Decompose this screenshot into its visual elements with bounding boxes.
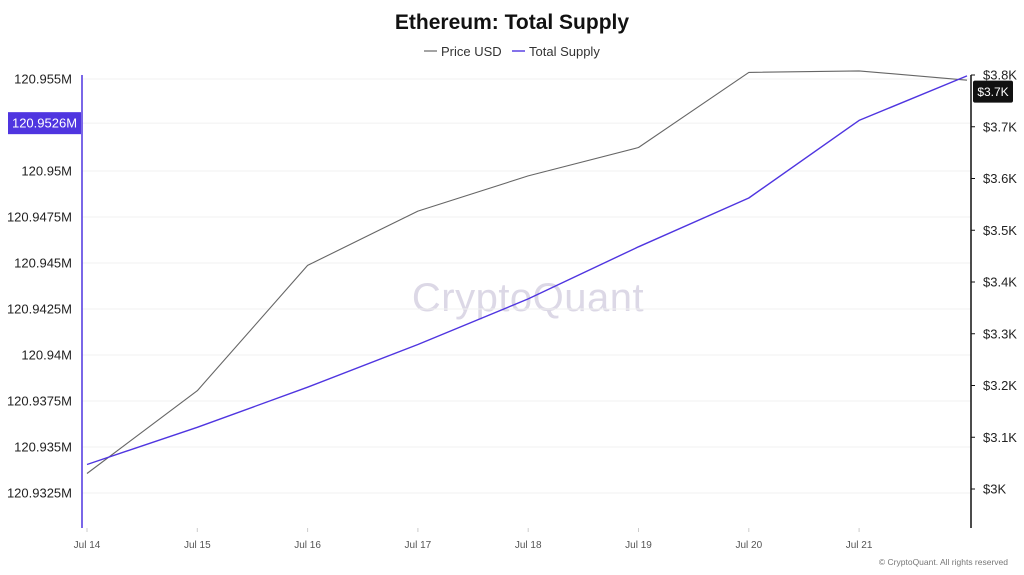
legend-label-price: Price USD <box>441 44 502 59</box>
left-tick-label: 120.935M <box>14 440 72 455</box>
value-badges: 120.9526M $3.7K <box>8 80 1013 135</box>
total-supply-line <box>86 75 968 466</box>
left-tick-label: 120.9475M <box>7 210 72 225</box>
right-tick-label: $3.3K <box>983 326 1017 341</box>
gridlines <box>82 78 971 494</box>
x-tick-label: Jul 17 <box>405 540 432 551</box>
right-tick-label: $3K <box>983 482 1006 497</box>
right-tick-label: $3.2K <box>983 378 1017 393</box>
right-tick-label: $3.6K <box>983 171 1017 186</box>
left-tick-label: 120.9375M <box>7 394 72 409</box>
right-tick-label: $3.8K <box>983 68 1017 83</box>
copyright-text: © CryptoQuant. All rights reserved <box>879 557 1008 567</box>
right-tick-label: $3.7K <box>983 119 1017 134</box>
x-tick-label: Jul 16 <box>294 540 321 551</box>
right-value-badge-label: $3.7K <box>977 85 1008 99</box>
price-usd-line <box>86 70 968 474</box>
right-value-badge <box>973 80 1013 103</box>
left-tick-label: 120.95M <box>21 164 72 179</box>
left-tick-label: 120.9425M <box>7 302 72 317</box>
x-tick-label: Jul 15 <box>184 540 211 551</box>
left-axis-ticks: 120.955M 120.95M 120.9475M 120.945M 120.9425… <box>7 72 72 501</box>
chart-title: Ethereum: Total Supply <box>395 11 629 34</box>
x-tick-label: Jul 14 <box>74 540 101 551</box>
left-value-badge-label: 120.9526M <box>12 116 77 131</box>
right-tick-label: $3.4K <box>983 275 1017 290</box>
watermark: CryptoQuant <box>412 276 644 320</box>
x-tick-label: Jul 18 <box>515 540 542 551</box>
left-value-badge <box>8 112 81 135</box>
axes <box>81 75 972 528</box>
legend: Price USD Total Supply <box>424 44 600 59</box>
right-tick-label: $3.1K <box>983 430 1017 445</box>
left-tick-label: 120.945M <box>14 256 72 271</box>
left-tick-label: 120.955M <box>14 72 72 87</box>
right-axis-ticks: $3.8K $3.7K $3.6K $3.5K $3.4K $3.3K $3.2K $3.1K… <box>971 68 1017 497</box>
left-tick-label: 120.9325M <box>7 486 72 501</box>
left-tick-label: 120.94M <box>21 348 72 363</box>
x-tick-label: Jul 21 <box>846 540 873 551</box>
series-layer <box>86 70 968 474</box>
legend-label-supply: Total Supply <box>529 44 600 59</box>
x-tick-label: Jul 19 <box>625 540 652 551</box>
x-tick-label: Jul 20 <box>735 540 762 551</box>
x-axis-ticks: Jul 14 Jul 15 Jul 16 Jul 17 Jul 18 Jul 19 Jul … <box>74 528 873 551</box>
right-tick-label: $3.5K <box>983 223 1017 238</box>
